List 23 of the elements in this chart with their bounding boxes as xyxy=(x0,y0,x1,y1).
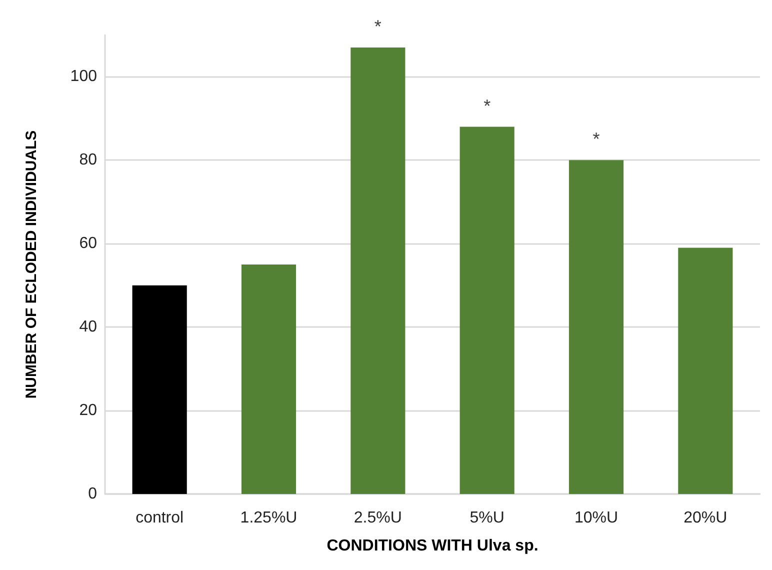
bar xyxy=(350,48,406,494)
bar xyxy=(568,160,624,494)
y-tick-label: 100 xyxy=(70,68,98,86)
y-tick-label: 60 xyxy=(79,235,98,252)
y-tick-label: 40 xyxy=(79,318,98,336)
x-tick-label: 20%U xyxy=(684,510,728,526)
bar xyxy=(132,285,187,494)
y-tick-label: 0 xyxy=(88,486,98,502)
annotation: * xyxy=(374,16,382,37)
x-tick-label: control xyxy=(136,510,184,526)
x-axis-title: CONDITIONS WITH Ulva sp. xyxy=(326,538,538,554)
bar xyxy=(460,126,514,494)
y-tick-label: 20 xyxy=(79,402,98,420)
bar xyxy=(241,264,296,494)
x-tick-label: 10%U xyxy=(574,510,618,526)
x-tick-label: 1.25%U xyxy=(240,510,298,526)
annotation: * xyxy=(592,129,600,150)
bar xyxy=(678,248,733,494)
y-axis-title: NUMBER OF ECLODED INDIVIDUALS xyxy=(23,130,40,399)
x-tick-label: 5%U xyxy=(470,510,504,526)
annotation: * xyxy=(484,96,491,116)
y-tick-label: 80 xyxy=(79,152,98,169)
x-tick-label: 2.5%U xyxy=(354,510,402,526)
